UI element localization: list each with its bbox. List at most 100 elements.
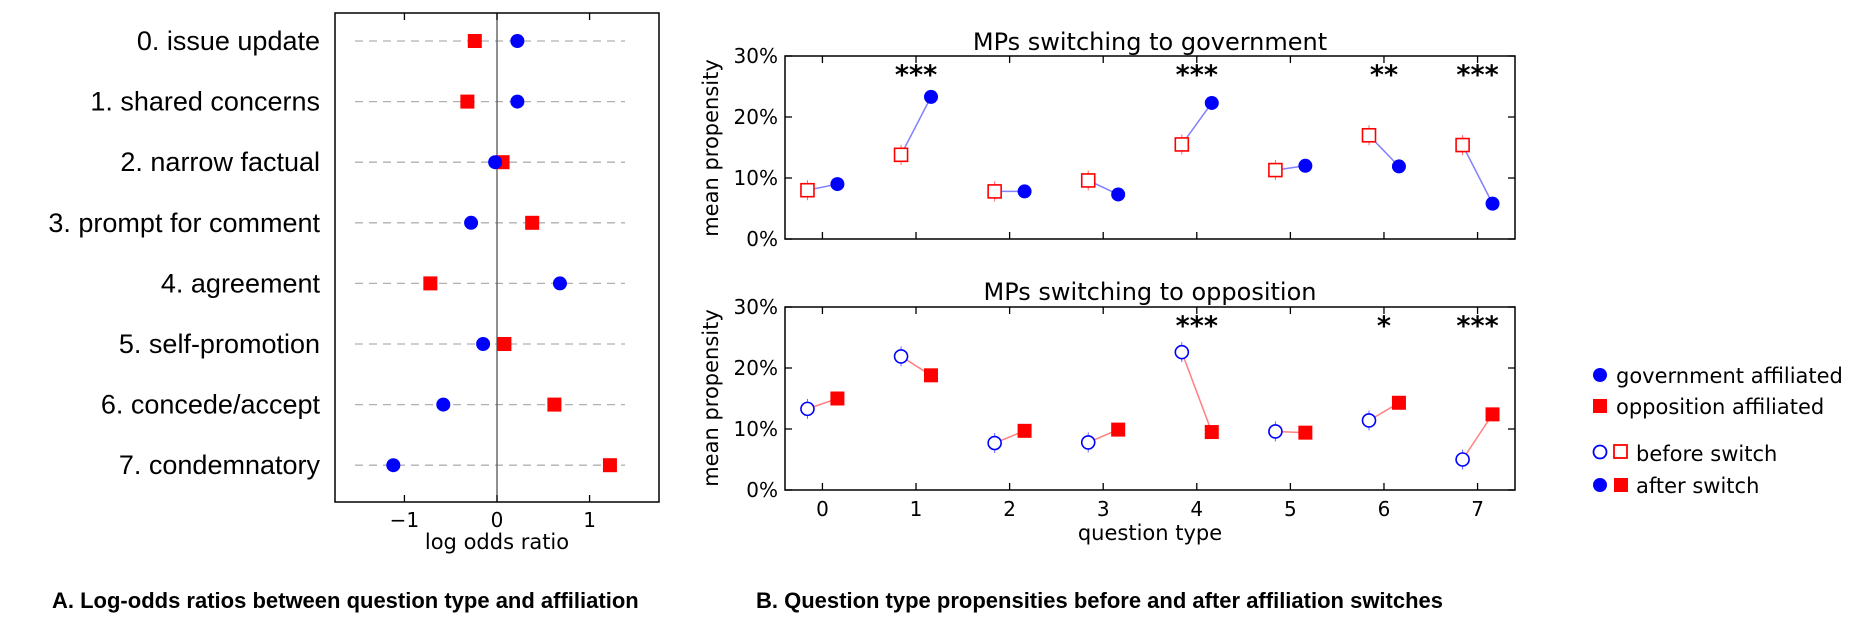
y-tick-label: 30% (734, 44, 778, 68)
x-tick-label: 6 (1378, 497, 1391, 521)
category-label: 2. narrow factual (120, 147, 320, 177)
significance-stars: *** (1456, 60, 1498, 91)
legend-before-label: before switch (1636, 442, 1777, 466)
after-switch-point (1298, 158, 1313, 173)
before-switch-point (1268, 162, 1283, 178)
panel-b-bottom-ylabel: mean propensity (699, 309, 723, 487)
legend-after-label: after switch (1636, 474, 1759, 498)
before-switch-point (1455, 452, 1470, 467)
after-switch-point (830, 391, 845, 406)
panel-b-top-frame (784, 55, 1516, 240)
panel-b-top-title: MPs switching to government (973, 28, 1327, 56)
x-tick-label: 2 (1003, 497, 1016, 521)
category-label: 3. prompt for comment (48, 208, 320, 238)
connector-line (1181, 351, 1213, 433)
after-switch-point (1391, 395, 1406, 410)
before-switch-point (987, 435, 1002, 451)
opposition-point (467, 34, 482, 48)
caption-b: B. Question type propensities before and… (756, 588, 1444, 613)
category-label: 4. agreement (161, 268, 321, 298)
panel-b-top-ylabel: mean propensity (699, 59, 723, 237)
after-switch-point (1391, 159, 1406, 174)
before-switch-point (1080, 435, 1096, 450)
panel-a-chart: −1 0 1 0. issue update 1. shared concerns 2.… (48, 12, 660, 554)
before-switch-point (987, 184, 1002, 199)
legend-gov-label: government affiliated (1616, 364, 1843, 388)
connector-line (1461, 144, 1494, 204)
government-point (436, 397, 451, 412)
after-switch-point (1017, 184, 1032, 199)
government-point (386, 458, 401, 473)
significance-stars: ** (1370, 60, 1398, 91)
x-tick-label: 1 (583, 508, 596, 532)
panel-b-bottom-frame (784, 306, 1516, 491)
y-tick-label: 10% (734, 166, 778, 190)
panel-b-bottom-xlabel: question type (1078, 521, 1222, 545)
government-point (464, 215, 479, 230)
before-switch-point (1455, 137, 1470, 153)
before-switch-point (1174, 137, 1190, 152)
after-switch-point (1017, 423, 1032, 438)
after-switch-point (1111, 422, 1126, 437)
panel-b-top-chart: MPs switching to government 0%10%20%30% … (699, 28, 1516, 251)
before-switch-point (1174, 344, 1190, 360)
significance-stars: *** (1456, 311, 1498, 342)
before-switch-point (800, 401, 815, 417)
opposition-point (547, 397, 562, 412)
x-tick-label: 3 (1097, 497, 1110, 521)
panel-b-bottom-chart: MPs switching to opposition 0% 10% 20% 30% 0… (699, 278, 1516, 545)
significance-stars: *** (1176, 311, 1218, 342)
y-tick-label: 10% (734, 417, 778, 441)
government-point (552, 276, 567, 291)
opposition-point (423, 276, 438, 291)
legend-after-circle (1593, 478, 1607, 492)
government-point (476, 337, 491, 351)
after-switch-point (924, 368, 938, 383)
government-point (510, 34, 525, 48)
x-tick-label: 0 (491, 508, 504, 532)
significance-stars: *** (895, 60, 937, 91)
opposition-point (460, 94, 475, 109)
legend-after-square (1614, 478, 1628, 492)
opposition-point (525, 215, 540, 230)
before-switch-point (1361, 413, 1377, 428)
connector-line (900, 96, 932, 156)
after-switch-point (924, 89, 938, 104)
before-switch-point (1268, 424, 1283, 439)
legend-before-square (1613, 444, 1628, 459)
x-tick-label: 1 (910, 497, 923, 521)
after-switch-point (1298, 425, 1313, 440)
category-label: 6. concede/accept (101, 390, 321, 420)
before-switch-point (893, 147, 909, 163)
after-switch-point (1204, 95, 1219, 110)
before-switch-point (893, 349, 909, 364)
legend-opp-marker (1593, 399, 1607, 413)
legend-before-circle (1592, 444, 1608, 460)
category-label: 1. shared concerns (90, 87, 320, 117)
legend-gov-marker (1593, 368, 1607, 382)
x-tick-label: 4 (1190, 497, 1203, 521)
y-tick-label: 0% (746, 227, 778, 251)
panel-a-xlabel: log odds ratio (425, 530, 569, 554)
legend: government affiliated opposition affilia… (1592, 364, 1843, 498)
government-point (488, 155, 503, 170)
y-tick-label: 30% (734, 295, 778, 319)
y-tick-label: 20% (734, 105, 778, 129)
legend-opp-label: opposition affiliated (1616, 395, 1824, 419)
after-switch-point (1111, 187, 1126, 202)
opposition-point (602, 458, 617, 473)
significance-stars: * (1377, 311, 1391, 342)
panel-b-bottom-title: MPs switching to opposition (984, 278, 1317, 306)
opposition-point (497, 337, 512, 351)
category-label: 0. issue update (137, 26, 320, 56)
caption-a: A. Log-odds ratios between question type… (52, 588, 639, 613)
before-switch-point (1361, 128, 1377, 143)
x-tick-label: 7 (1471, 497, 1484, 521)
before-switch-point (800, 182, 815, 198)
after-switch-point (1204, 425, 1219, 440)
connector-line (1461, 413, 1494, 460)
after-switch-point (830, 177, 845, 192)
x-tick-label: 5 (1284, 497, 1297, 521)
category-label: 5. self-promotion (119, 329, 320, 359)
